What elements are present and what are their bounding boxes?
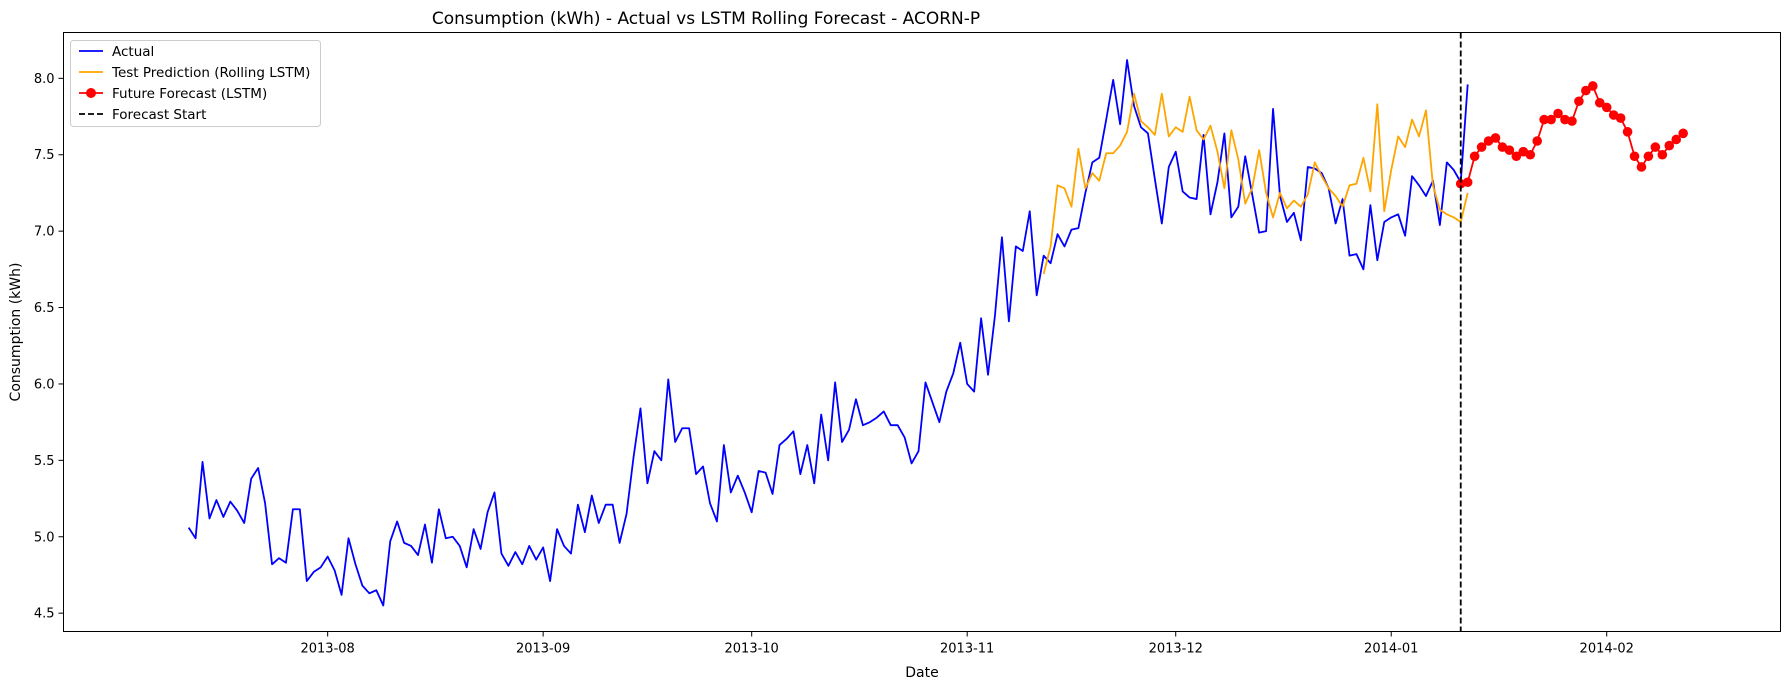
legend-box: [70, 40, 321, 127]
forecast-point: [1664, 140, 1675, 151]
forecast-point: [1581, 85, 1591, 96]
forecast-point: [1671, 134, 1682, 145]
y-tick-label: 7.0: [34, 225, 55, 240]
y-tick-label: 8.0: [34, 72, 55, 87]
x-tick-label: 2013-10: [725, 642, 779, 657]
forecast-point: [1594, 97, 1605, 108]
forecast-point: [1504, 145, 1515, 155]
y-tick-label: 4.5: [34, 607, 55, 622]
x-tick-label: 2014-01: [1364, 642, 1418, 657]
forecast-point: [1615, 113, 1626, 123]
x-axis: 2013-08 2013-09 2013-10 2013-11 2013-12 2014-…: [300, 631, 1634, 657]
series-line-test-prediction-rolling-lstm: [1042, 92, 1469, 275]
legend-marker-future-forecast: [86, 88, 96, 98]
forecast-point: [1629, 151, 1640, 162]
x-axis-label: Date: [905, 665, 938, 681]
x-tick-label: 2013-11: [940, 642, 994, 657]
y-tick-label: 5.5: [34, 454, 55, 469]
forecast-point: [1678, 128, 1688, 139]
legend-label-test-prediction: Test Prediction (Rolling LSTM): [111, 65, 310, 81]
forecast-point: [1657, 149, 1668, 160]
series-line-actual: [187, 59, 1469, 607]
y-axis-label: Consumption (kWh): [8, 263, 24, 402]
forecast-point: [1574, 96, 1584, 107]
legend-label-future-forecast: Future Forecast (LSTM): [112, 86, 267, 102]
x-tick-label: 2013-08: [300, 642, 354, 657]
forecast-point: [1525, 149, 1536, 160]
forecast-point: [1643, 151, 1654, 162]
forecast-point: [1532, 136, 1542, 146]
forecast-point: [1469, 151, 1480, 162]
forecast-point: [1601, 102, 1612, 113]
y-axis: 4.5 5.0 5.5 6.0 6.5 7.0 7.5 8.0: [34, 72, 64, 622]
chart-title: Consumption (kWh) - Actual vs LSTM Rolli…: [432, 9, 980, 29]
legend-label-forecast-start: Forecast Start: [112, 107, 206, 123]
x-tick-label: 2014-02: [1580, 642, 1634, 657]
plot-frame: [63, 32, 1781, 632]
forecast-point: [1636, 162, 1647, 172]
forecast-point: [1546, 114, 1556, 125]
forecast-point: [1490, 133, 1501, 143]
forecast-point: [1462, 177, 1473, 188]
forecast-point: [1622, 127, 1633, 137]
y-tick-label: 5.0: [34, 530, 55, 545]
plot-area: [187, 32, 1688, 632]
y-tick-label: 6.0: [34, 377, 55, 392]
x-tick-label: 2013-09: [516, 642, 570, 657]
forecast-point: [1476, 142, 1487, 152]
y-tick-label: 6.5: [34, 301, 55, 316]
legend: Actual Test Prediction (Rolling LSTM) Fu…: [70, 40, 321, 127]
forecast-point: [1588, 81, 1598, 91]
y-tick-label: 7.5: [34, 148, 55, 163]
forecast-point: [1650, 142, 1661, 152]
forecast-point: [1511, 151, 1522, 162]
legend-label-actual: Actual: [112, 44, 154, 60]
x-tick-label: 2013-12: [1149, 642, 1203, 657]
forecast-point: [1567, 116, 1577, 126]
forecast-point: [1539, 114, 1549, 125]
forecast-point: [1553, 108, 1563, 119]
